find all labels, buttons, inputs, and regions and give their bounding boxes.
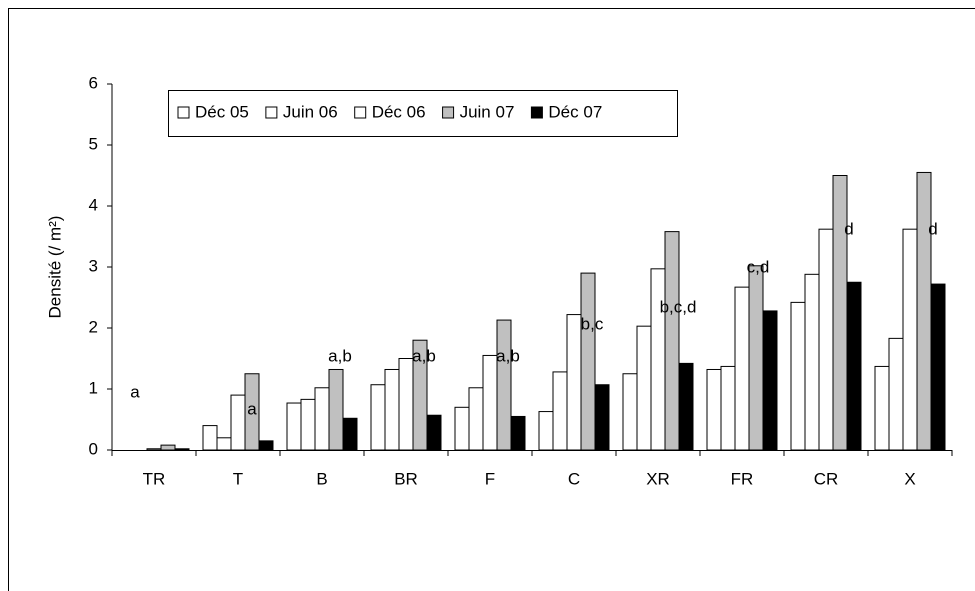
bar	[832, 175, 848, 451]
bar	[622, 373, 638, 451]
bar	[594, 384, 610, 451]
bar	[286, 402, 302, 451]
annotation: d	[928, 219, 937, 238]
bar	[916, 171, 932, 451]
bar	[748, 265, 764, 451]
legend-label: Juin 06	[283, 102, 338, 121]
y-tick-label: 3	[89, 256, 98, 275]
bar	[888, 337, 904, 451]
y-tick-label: 2	[89, 317, 98, 336]
bar	[734, 286, 750, 451]
legend-swatch	[354, 106, 367, 119]
y-tick-label: 0	[89, 439, 98, 458]
legend-label: Juin 07	[460, 102, 515, 121]
y-tick-label: 5	[89, 134, 98, 153]
bar	[846, 281, 862, 451]
bar	[174, 448, 190, 451]
x-tick-label: X	[904, 469, 915, 488]
bar	[706, 368, 722, 451]
bar	[538, 411, 554, 451]
bar	[328, 368, 344, 451]
legend	[168, 90, 678, 137]
bar	[146, 448, 162, 451]
bar	[482, 354, 498, 451]
annotation: b,c	[581, 314, 604, 333]
bar	[496, 319, 512, 451]
bar	[230, 394, 246, 451]
bar	[202, 425, 218, 451]
x-tick-label: BR	[394, 469, 418, 488]
bar	[342, 417, 358, 451]
bar	[874, 365, 890, 451]
legend-swatch	[530, 106, 543, 119]
bar	[636, 325, 652, 451]
annotation: d	[844, 219, 853, 238]
legend-swatch	[177, 106, 190, 119]
annotation: c,d	[747, 257, 770, 276]
bar	[664, 231, 680, 451]
x-tick-label: B	[316, 469, 327, 488]
bar	[258, 440, 274, 451]
bar	[804, 273, 820, 451]
legend-swatch	[442, 106, 455, 119]
y-tick-label: 1	[89, 378, 98, 397]
annotation: b,c,d	[660, 297, 697, 316]
x-tick-label: TR	[143, 469, 166, 488]
bar	[762, 310, 778, 451]
bar	[412, 339, 428, 451]
y-tick-label: 4	[89, 195, 98, 214]
legend-swatch	[265, 106, 278, 119]
bar	[650, 268, 666, 451]
bar	[216, 437, 232, 451]
bar	[930, 283, 946, 451]
bar	[552, 371, 568, 451]
annotation: a,b	[328, 346, 352, 365]
bar	[468, 387, 484, 451]
bar	[510, 415, 526, 451]
legend-label: Déc 06	[372, 102, 426, 121]
x-tick-label: FR	[731, 469, 754, 488]
y-axis-label: Densité (/ m²)	[45, 216, 64, 319]
legend-label: Déc 05	[195, 102, 249, 121]
x-tick-label: F	[485, 469, 495, 488]
bar	[678, 362, 694, 451]
x-tick-label: XR	[646, 469, 670, 488]
bar	[902, 228, 918, 451]
annotation: a	[247, 399, 257, 418]
bar	[314, 387, 330, 451]
bar	[790, 301, 806, 451]
y-tick-label: 6	[89, 73, 98, 92]
annotation: a,b	[496, 346, 520, 365]
bar	[426, 414, 442, 451]
annotation: a	[130, 382, 140, 401]
bar	[370, 384, 386, 451]
bar	[160, 444, 176, 451]
bar	[384, 368, 400, 451]
bar	[454, 406, 470, 451]
bar	[566, 314, 582, 451]
bar	[244, 373, 260, 451]
bar	[398, 358, 414, 451]
bar	[300, 398, 316, 451]
legend-label: Déc 07	[548, 102, 602, 121]
bar	[580, 272, 596, 451]
x-tick-label: C	[568, 469, 580, 488]
x-tick-label: T	[233, 469, 243, 488]
annotation: a,b	[412, 346, 436, 365]
bar	[818, 228, 834, 451]
bar	[720, 365, 736, 451]
x-tick-label: CR	[814, 469, 839, 488]
